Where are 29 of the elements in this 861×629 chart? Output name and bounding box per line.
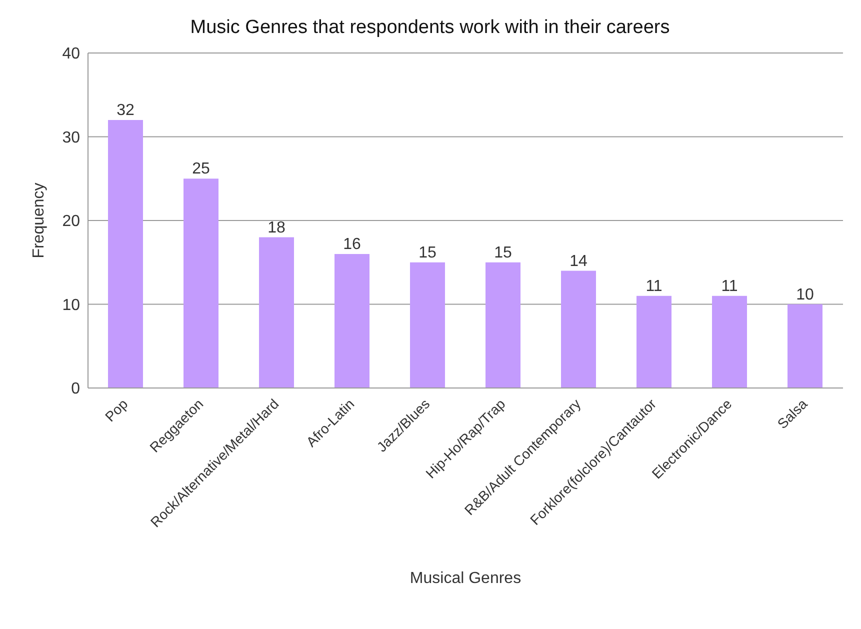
y-tick-label: 30	[62, 129, 80, 146]
y-tick-label: 0	[71, 380, 80, 398]
bar	[788, 304, 822, 388]
data-label: 15	[418, 244, 436, 262]
bar	[259, 237, 294, 388]
bar	[486, 262, 520, 388]
data-label: 32	[116, 102, 134, 119]
y-tick-label: 20	[62, 213, 80, 230]
bar	[636, 296, 672, 388]
data-label: 16	[343, 236, 361, 253]
data-label: 14	[570, 252, 588, 270]
data-label: 18	[268, 219, 286, 236]
bar	[334, 254, 370, 388]
data-label: 11	[646, 278, 662, 295]
bar	[410, 262, 445, 388]
bar	[712, 296, 747, 388]
y-axis-title: Frequency	[30, 182, 48, 258]
x-axis-title: Musical Genres	[410, 570, 522, 587]
chart-title: Music Genres that respondents work with in their careers	[190, 17, 670, 38]
y-tick-label: 40	[62, 46, 80, 63]
bar	[561, 270, 596, 388]
x-tick-label: Pop	[102, 395, 131, 425]
data-label: 15	[494, 244, 512, 262]
y-tick-label: 10	[62, 296, 80, 314]
data-label: 10	[796, 286, 814, 304]
bar	[184, 178, 218, 388]
data-label: 25	[192, 160, 210, 178]
data-label: 11	[721, 278, 738, 295]
bar	[108, 120, 143, 388]
